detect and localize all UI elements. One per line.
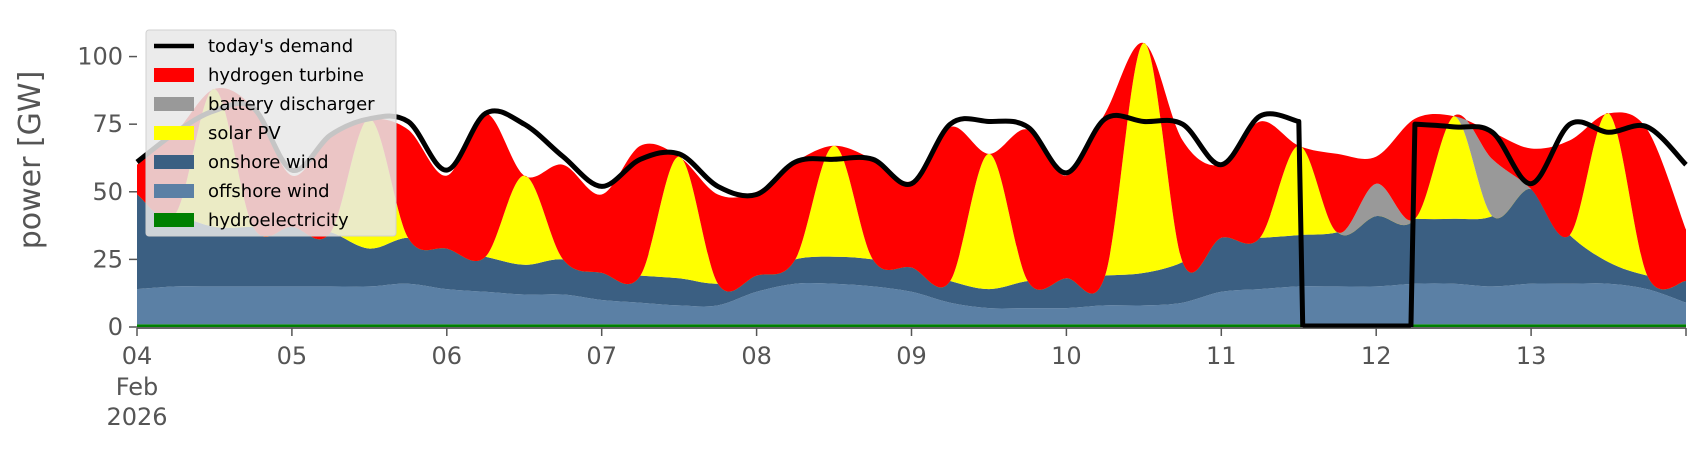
legend-label-hydroelectricity: hydroelectricity xyxy=(208,210,349,231)
x-tick-year-label: 2026 xyxy=(106,403,167,431)
y-tick-label: 0 xyxy=(108,313,123,341)
legend-label-today-s-demand: today's demand xyxy=(208,36,353,57)
legend-swatch-solar-pv xyxy=(154,126,194,140)
legend-label-offshore-wind: offshore wind xyxy=(208,181,330,202)
legend-label-hydrogen-turbine: hydrogen turbine xyxy=(208,65,364,86)
area-onshore-wind xyxy=(137,188,1686,309)
y-tick-label: 50 xyxy=(92,178,123,206)
x-tick-label: 05 xyxy=(277,342,308,370)
legend-box xyxy=(145,29,397,237)
x-tick-label: 09 xyxy=(896,342,927,370)
legend-swatch-onshore-wind xyxy=(154,155,194,169)
legend: today's demand hydrogen turbine battery di… xyxy=(145,29,397,237)
y-axis-label: power [GW] xyxy=(13,71,48,250)
legend-swatch-offshore-wind xyxy=(154,184,194,198)
area-hydroelectricity xyxy=(137,324,1686,327)
legend-label-onshore-wind: onshore wind xyxy=(208,152,329,173)
legend-label-battery-discharger: battery discharger xyxy=(208,94,375,115)
x-tick-label: 11 xyxy=(1206,342,1237,370)
legend-swatch-hydrogen-turbine xyxy=(154,68,194,82)
legend-swatch-battery-discharger xyxy=(154,97,194,111)
x-tick-label: 10 xyxy=(1051,342,1082,370)
x-tick-label: 04 xyxy=(122,342,153,370)
demand-line-segment xyxy=(1408,119,1688,328)
legend-label-solar-pv: solar PV xyxy=(208,123,281,144)
y-tick-label: 25 xyxy=(92,245,123,273)
x-tick-label: 13 xyxy=(1516,342,1547,370)
area-offshore-wind xyxy=(137,283,1686,325)
y-tick-label: 100 xyxy=(77,43,123,71)
x-tick-month-label: Feb xyxy=(116,373,159,401)
x-tick-label: 06 xyxy=(432,342,463,370)
x-tick-label: 12 xyxy=(1361,342,1392,370)
y-tick-label: 75 xyxy=(92,110,123,138)
x-tick-label: 07 xyxy=(586,342,617,370)
area-hydrogen-turbine xyxy=(137,42,1686,294)
x-tick-label: 08 xyxy=(741,342,772,370)
legend-swatch-hydroelectricity xyxy=(154,213,194,227)
